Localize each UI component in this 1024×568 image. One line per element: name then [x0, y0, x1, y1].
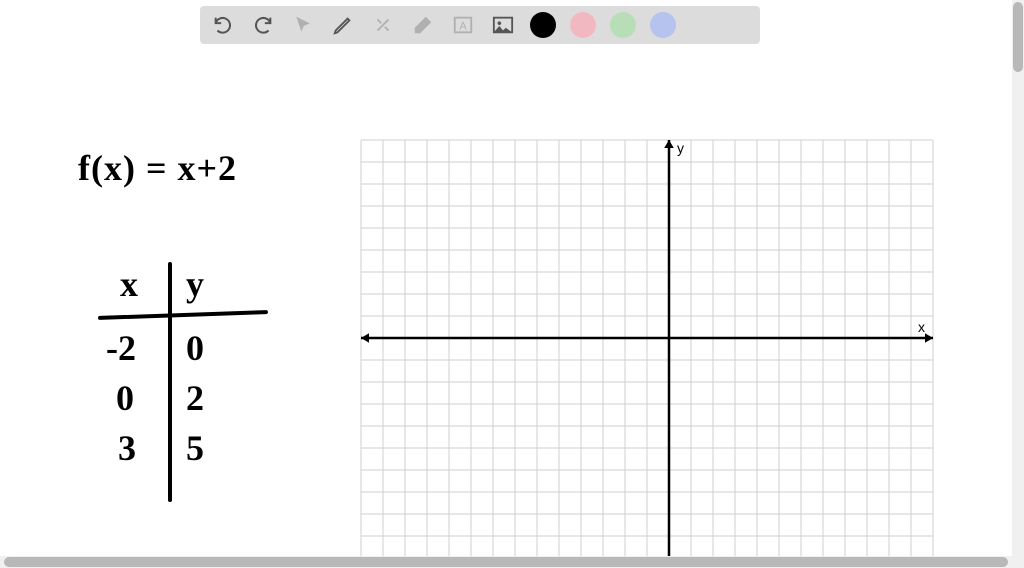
vertical-scroll-thumb[interactable] — [1013, 2, 1023, 72]
swatch-black[interactable] — [530, 12, 556, 38]
svg-text:x: x — [918, 319, 925, 335]
text-box-icon: A — [452, 14, 474, 36]
redo-icon — [252, 14, 274, 36]
table-cell: -2 — [106, 327, 136, 369]
svg-text:A: A — [459, 21, 467, 33]
undo-icon — [212, 14, 234, 36]
whiteboard-canvas[interactable]: f(x) = x+2 x y -2 0 0 2 3 5 x y — [8, 52, 1012, 556]
text-box-button[interactable]: A — [450, 12, 476, 38]
table-cell: 3 — [118, 427, 136, 469]
image-icon — [491, 14, 515, 36]
coordinate-grid: xy — [360, 134, 934, 568]
table-cell: 5 — [186, 427, 204, 469]
eraser-button[interactable] — [410, 12, 436, 38]
table-header-y: y — [186, 263, 204, 305]
grid-svg: xy — [360, 134, 934, 568]
table-cell: 0 — [186, 327, 204, 369]
table-horizontal-line — [98, 310, 268, 320]
table-vertical-line — [168, 262, 172, 502]
pointer-icon — [293, 15, 313, 35]
pen-icon — [332, 14, 354, 36]
horizontal-scrollbar[interactable] — [0, 556, 1012, 568]
redo-button[interactable] — [250, 12, 276, 38]
tools-icon — [372, 14, 394, 36]
svg-text:y: y — [677, 140, 684, 156]
swatch-pink[interactable] — [570, 12, 596, 38]
undo-button[interactable] — [210, 12, 236, 38]
vertical-scrollbar[interactable] — [1012, 0, 1024, 568]
toolbar: A — [200, 6, 760, 44]
pointer-button[interactable] — [290, 12, 316, 38]
image-button[interactable] — [490, 12, 516, 38]
pen-button[interactable] — [330, 12, 356, 38]
table-cell: 2 — [186, 377, 204, 419]
swatch-green[interactable] — [610, 12, 636, 38]
table-header-x: x — [120, 263, 138, 305]
horizontal-scroll-thumb[interactable] — [4, 557, 1008, 567]
swatch-blue[interactable] — [650, 12, 676, 38]
table-cell: 0 — [116, 377, 134, 419]
eraser-icon — [412, 14, 434, 36]
equation-text: f(x) = x+2 — [78, 147, 237, 189]
tools-button[interactable] — [370, 12, 396, 38]
value-table: x y -2 0 0 2 3 5 — [88, 257, 268, 517]
